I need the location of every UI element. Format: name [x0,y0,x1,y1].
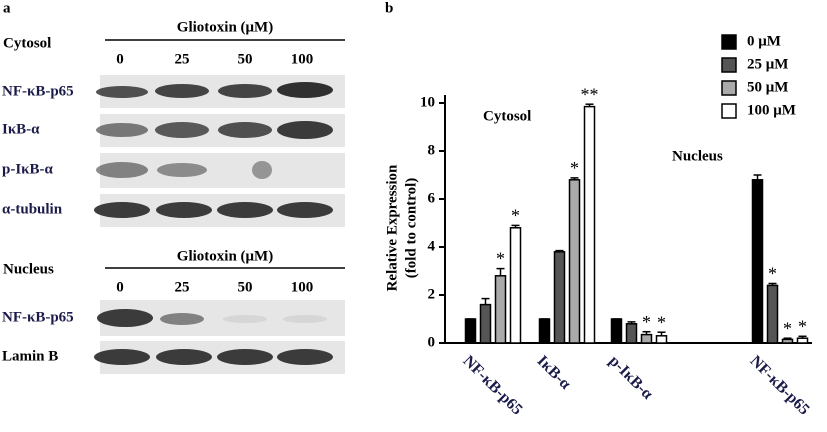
bar [538,318,551,344]
bar [568,179,581,344]
blot-band [156,202,212,218]
legend-label: 50 μM [747,79,788,95]
significance-mark: * [768,264,777,284]
bar [625,323,638,344]
blot-band [94,202,150,218]
treatment-header: Gliotoxin (μM) [177,248,273,264]
annotation: Nucleus [672,148,723,164]
y-tick-label: 6 [428,190,436,206]
row-label: IκB-α [2,121,40,137]
section-title: Cytosol [3,35,51,51]
blot-band [157,163,207,177]
legend-swatch [721,80,737,96]
blot-band [155,122,209,138]
blot-band [155,84,209,98]
blot-band [94,349,150,365]
x-tick-label: p-IκB-α [606,352,656,402]
bar [781,338,794,344]
blot-band [97,309,153,327]
blot-band [96,86,148,98]
blot-band [283,315,327,323]
bar [766,284,779,344]
bar [509,227,522,344]
blot-band [218,122,272,138]
bar [583,105,596,344]
y-tick-label: 10 [420,94,435,110]
y-axis-label: (fold to control) [403,178,419,279]
blot-band [217,202,273,218]
y-tick-label: 4 [428,238,436,254]
legend-label: 25 μM [747,56,788,72]
panel-label: a [3,0,11,16]
x-tick-label: NF-κB-p65 [460,352,526,418]
blot-band [252,161,272,179]
lane-label: 100 [291,51,314,67]
blot-band [223,315,267,323]
annotation: Cytosol [483,108,531,124]
row-label: Lamin B [2,348,58,364]
lane-label: 0 [116,51,124,67]
significance-mark: * [511,206,520,226]
legend-label: 0 μM [747,33,781,49]
section-title: Nucleus [3,261,54,277]
significance-mark: * [657,312,666,332]
bar [796,337,809,344]
row-label: α-tubulin [2,201,63,217]
blot-band [96,162,148,178]
bar [464,318,477,344]
x-tick-label: NF-κB-p65 [747,352,813,418]
treatment-header: Gliotoxin (μM) [177,19,273,35]
bar [479,303,492,344]
y-tick-label: 0 [428,334,436,350]
significance-mark: ** [581,84,599,104]
row-label: NF-κB-p65 [2,83,74,99]
legend-swatch [721,103,737,119]
bar [553,251,566,344]
legend-swatch [721,34,737,50]
legend-swatch [721,57,737,73]
significance-mark: * [798,316,807,336]
significance-mark: * [496,249,505,269]
blot-band [277,121,333,139]
blot-band [277,202,333,218]
legend-label: 100 μM [747,102,796,118]
lane-label: 50 [238,279,253,295]
blot-band [277,82,333,98]
bar [494,275,507,344]
significance-mark: * [570,158,579,178]
lane-label: 25 [175,51,190,67]
lane-label: 100 [291,279,314,295]
blot-band [160,313,204,325]
panel-a: a Cytosol Gliotoxin (μM) 0 25 50 100 NF-… [2,0,345,374]
blot-band [217,349,273,365]
blot-band [218,84,272,98]
panel-b: b Cytosol Nucleus Relative Expression (f… [384,0,812,418]
y-tick-label: 2 [428,286,436,302]
y-tick-label: 8 [428,142,436,158]
row-label: NF-κB-p65 [2,309,74,325]
panel-label: b [385,0,393,16]
bar [640,333,653,344]
row-label: p-IκB-α [2,161,54,177]
y-axis-label: Relative Expression [384,164,400,291]
significance-mark: * [783,318,792,338]
blot-band [277,349,333,365]
lane-label: 25 [175,279,190,295]
lane-label: 0 [116,279,124,295]
bar [655,335,668,344]
blot-band [96,123,148,137]
x-tick-label: IκB-α [534,352,574,392]
blot-band [156,349,212,365]
lane-label: 50 [238,51,253,67]
bar [751,179,764,344]
bar [610,318,623,344]
significance-mark: * [642,312,651,332]
